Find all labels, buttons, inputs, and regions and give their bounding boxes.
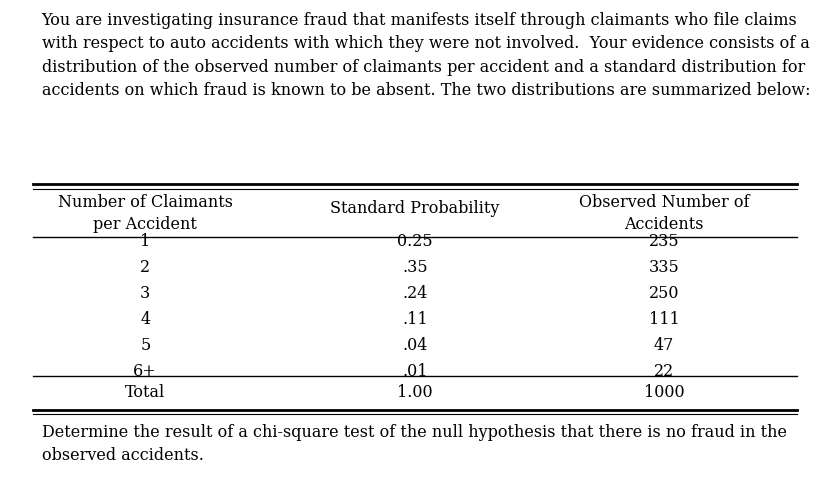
Text: .11: .11 [403, 311, 427, 328]
Text: 1.00: 1.00 [398, 384, 432, 401]
Text: 2: 2 [140, 259, 150, 276]
Text: 0.25: 0.25 [398, 233, 432, 251]
Text: .01: .01 [403, 363, 427, 380]
Text: 1000: 1000 [644, 384, 684, 401]
Text: 111: 111 [648, 311, 680, 328]
Text: You are investigating insurance fraud that manifests itself through claimants wh: You are investigating insurance fraud th… [42, 12, 810, 100]
Text: 4: 4 [140, 311, 150, 328]
Text: .04: .04 [403, 337, 427, 354]
Text: 3: 3 [140, 285, 150, 302]
Text: Standard Probability: Standard Probability [330, 200, 500, 217]
Text: 235: 235 [649, 233, 679, 251]
Text: .35: .35 [403, 259, 427, 276]
Text: Number of Claimants
per Accident: Number of Claimants per Accident [58, 194, 232, 233]
Text: 22: 22 [654, 363, 674, 380]
Text: 6+: 6+ [134, 363, 157, 380]
Text: 5: 5 [140, 337, 150, 354]
Text: .24: .24 [403, 285, 427, 302]
Text: Total: Total [125, 384, 165, 401]
Text: 1: 1 [140, 233, 150, 251]
Text: 335: 335 [648, 259, 680, 276]
Text: Determine the result of a chi-square test of the null hypothesis that there is n: Determine the result of a chi-square tes… [42, 424, 787, 465]
Text: 250: 250 [649, 285, 679, 302]
Text: 47: 47 [654, 337, 674, 354]
Text: Observed Number of
Accidents: Observed Number of Accidents [579, 194, 749, 233]
